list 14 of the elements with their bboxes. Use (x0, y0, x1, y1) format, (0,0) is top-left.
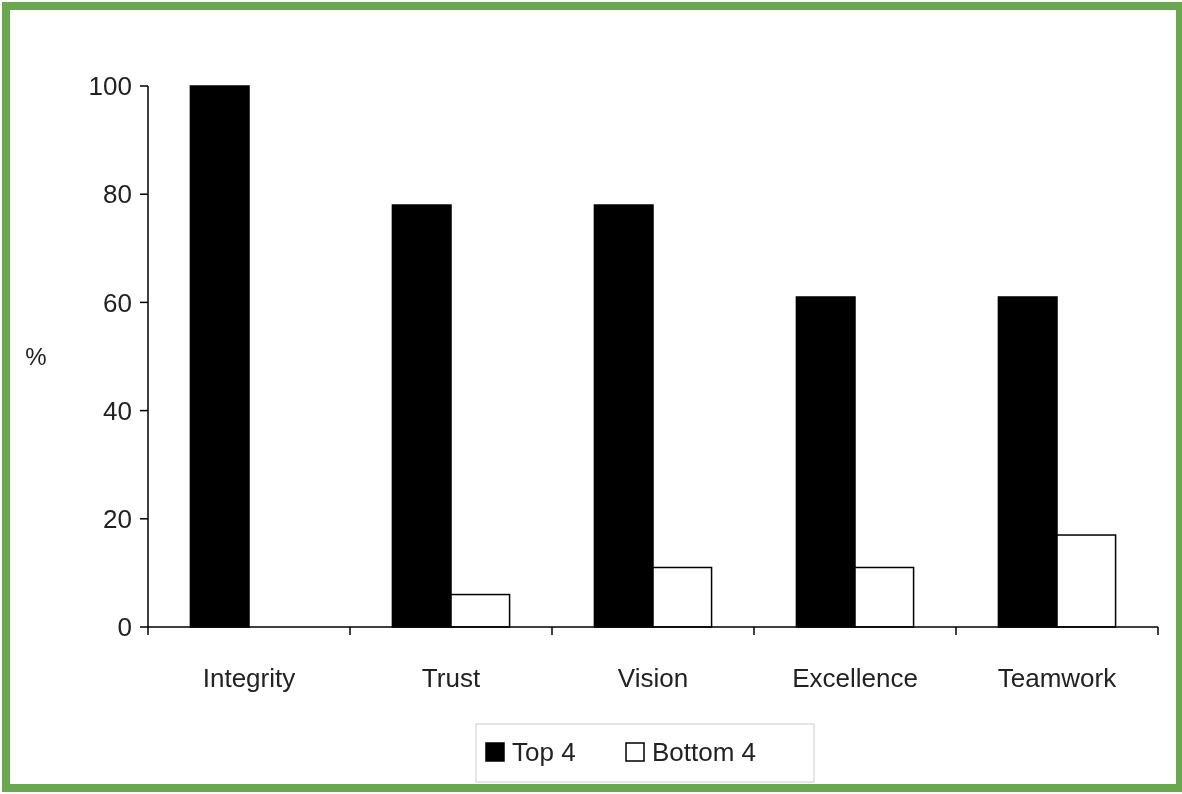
y-axis-title: % (25, 343, 47, 370)
x-tick-label: Vision (617, 663, 689, 693)
x-tick-label: Trust (421, 663, 481, 693)
x-tick-label: Integrity (202, 663, 296, 693)
y-tick-label: 60 (103, 287, 132, 318)
legend-label: Bottom 4 (652, 737, 757, 768)
y-tick-label: 100 (88, 71, 132, 102)
y-tick-label: 40 (103, 395, 132, 426)
y-tick-label: 20 (103, 503, 132, 534)
y-tick-label: 80 (103, 179, 132, 210)
x-tick-label: Excellence (792, 663, 918, 693)
y-tick-label: 0 (117, 612, 132, 643)
legend-label: Top 4 (512, 737, 576, 768)
x-tick-label: Teamwork (997, 663, 1118, 693)
